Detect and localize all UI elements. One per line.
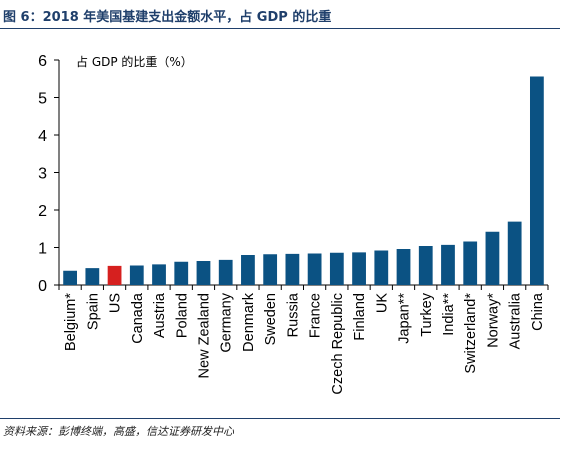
x-tick-label: UK (374, 293, 390, 313)
bar (63, 270, 78, 285)
x-tick-label: Switzerland* (463, 293, 479, 374)
x-tick-label: India** (441, 293, 457, 336)
bar (129, 265, 144, 285)
x-tick-label: China (530, 292, 546, 331)
bar (374, 250, 389, 285)
bar (241, 255, 255, 285)
y-tick-label: 2 (38, 203, 47, 220)
bar (507, 221, 522, 285)
x-tick-label: Russia (285, 292, 301, 337)
bar (441, 244, 455, 285)
source-rule (0, 418, 560, 419)
x-tick-label: Denmark (241, 292, 257, 352)
y-tick-label: 3 (38, 166, 47, 183)
bar (196, 261, 211, 285)
figure-title: 图 6：2018 年美国基建支出金额水平，占 GDP 的比重 (3, 10, 332, 25)
y-tick-label: 4 (38, 128, 47, 145)
bar (485, 231, 500, 285)
x-tick-label: US (108, 293, 124, 313)
x-tick-label: Germany (219, 292, 235, 352)
x-tick-label: Norway* (485, 293, 501, 348)
bar-chart: 占 GDP 的比重（%） Belgium* Spain US Canada Austri… (38, 53, 549, 395)
x-tick-label: Poland (174, 293, 190, 338)
bar (263, 254, 278, 285)
chart-annotation: 占 GDP 的比重（%） (76, 54, 193, 69)
title-rule (0, 28, 560, 29)
x-tick-label: Australia (508, 292, 524, 349)
x-tick-label: New Zealand (196, 293, 212, 378)
bar (152, 264, 166, 285)
bar (352, 252, 366, 285)
x-tick-label: France (308, 293, 324, 338)
y-tick-label: 0 (38, 278, 47, 295)
bar (218, 259, 233, 285)
bar (85, 268, 100, 285)
x-tick-label: Finland (352, 293, 368, 341)
x-tick-label: Canada (130, 292, 146, 344)
y-tick-label: 1 (38, 241, 47, 258)
y-tick-label: 5 (38, 91, 47, 108)
x-tick-label: Spain (85, 293, 101, 330)
bar (396, 249, 411, 285)
bar (174, 261, 189, 285)
bar (463, 241, 478, 285)
x-tick-labels: Belgium* Spain US Canada Austria Poland New Ze… (63, 292, 546, 394)
bar (285, 253, 300, 285)
bar (418, 246, 433, 285)
y-tick-labels: 0 1 2 3 4 5 6 (38, 53, 47, 295)
x-tick-label: Sweden (263, 293, 279, 345)
bar (107, 265, 122, 285)
bar (329, 252, 344, 285)
bar (529, 76, 544, 285)
x-tick-label: Czech Republic (330, 293, 346, 395)
bar (307, 253, 322, 285)
x-tick-label: Belgium* (63, 293, 79, 351)
x-tick-label: Japan** (397, 293, 413, 344)
y-tick-label: 6 (38, 53, 47, 70)
source-note: 资料来源：彭博终端，高盛，信达证券研发中心 (3, 425, 234, 438)
bars (63, 76, 544, 285)
x-tick-label: Turkey (419, 292, 435, 337)
x-tick-label: Austria (152, 292, 168, 338)
